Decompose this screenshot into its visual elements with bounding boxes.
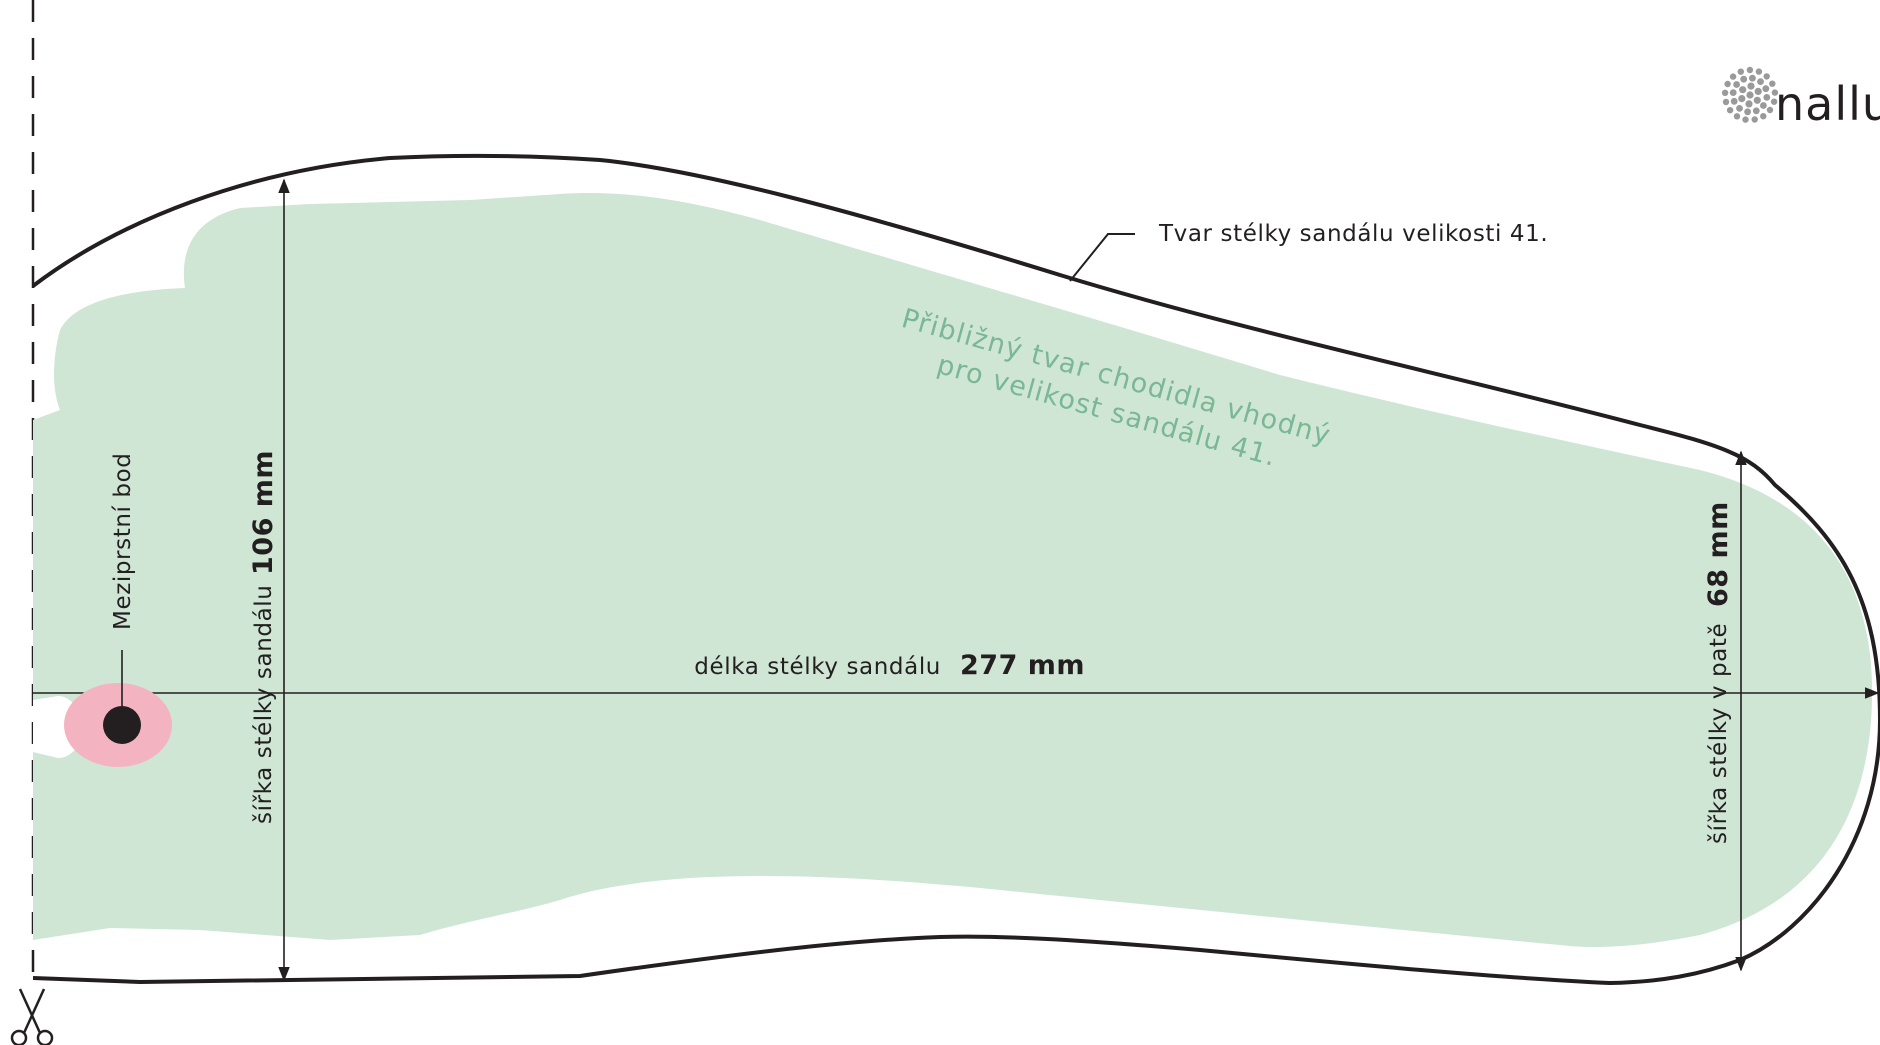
logo-dot xyxy=(1733,113,1741,120)
logo-dot xyxy=(1769,80,1776,87)
logo-dot xyxy=(1729,89,1737,96)
toe-point-marker xyxy=(64,650,172,767)
logo-dot xyxy=(1749,74,1756,82)
length-value: 277 mm xyxy=(960,650,1085,681)
logo-dot xyxy=(1746,91,1754,99)
logo-dot xyxy=(1760,113,1767,120)
outline-label: Tvar stélky sandálu velikosti 41. xyxy=(1158,221,1548,247)
scissors-icon xyxy=(10,988,54,1045)
logo-dot xyxy=(1760,102,1767,109)
width-front-value: 106 mm xyxy=(248,450,279,575)
width-heel-label: šířka stélky v patě xyxy=(1706,623,1732,844)
logo-dot xyxy=(1736,105,1743,112)
logo-dot xyxy=(1763,94,1771,101)
logo-dot xyxy=(1771,89,1779,96)
logo-dot xyxy=(1757,78,1764,85)
logo-dot xyxy=(1770,98,1778,105)
logo-dot xyxy=(1766,106,1774,114)
logo-dot xyxy=(1753,96,1761,104)
dot-circle-logo-icon xyxy=(1721,66,1779,123)
logo-dot xyxy=(1729,73,1737,80)
logo-dot xyxy=(1724,80,1731,88)
width-heel-value: 68 mm xyxy=(1703,501,1734,607)
logo-dot xyxy=(1740,75,1748,83)
outline-leader xyxy=(1069,233,1135,282)
foot-shape xyxy=(33,193,1873,947)
insole-outline xyxy=(31,153,1880,986)
logo-dot xyxy=(1755,68,1763,75)
logo-dot xyxy=(1721,89,1729,97)
logo-dot xyxy=(1730,97,1738,105)
logo-dot xyxy=(1763,73,1770,80)
logo-dot xyxy=(1737,68,1745,75)
logo-dot xyxy=(1747,82,1755,90)
logo-dot xyxy=(1744,108,1751,116)
logo-dot xyxy=(1733,81,1740,88)
logo-dot xyxy=(1739,86,1747,94)
brand-name: nallu xyxy=(1775,77,1880,131)
logo-dot xyxy=(1752,107,1760,115)
logo-dot xyxy=(1726,107,1734,114)
logo-dot xyxy=(1745,100,1753,108)
logo-dot xyxy=(1742,116,1749,123)
logo-dot xyxy=(1754,87,1762,95)
width-front-label: šířka stélky sandálu xyxy=(251,585,277,824)
logo-dot xyxy=(1722,98,1730,106)
logo-dot xyxy=(1738,95,1746,103)
length-label: délka stélky sandálu xyxy=(694,654,941,680)
logo-dot xyxy=(1751,116,1758,123)
toe-point-label: Meziprstní bod xyxy=(110,453,136,630)
logo-dot xyxy=(1762,85,1770,93)
logo-dot xyxy=(1746,66,1754,74)
